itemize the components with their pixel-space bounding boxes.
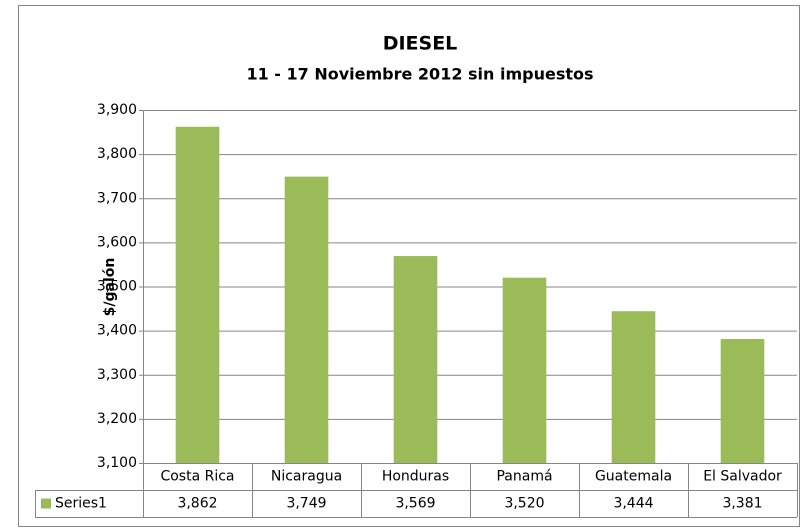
x-tick-label: Panamá	[496, 469, 552, 485]
data-table-value: 3,444	[613, 496, 653, 512]
legend-key	[41, 498, 51, 509]
legend-label: Series1	[55, 496, 107, 512]
x-tick-label: Nicaragua	[271, 469, 342, 485]
data-table-value: 3,381	[722, 496, 762, 512]
bar	[720, 339, 765, 463]
y-tick-label: 3,900	[97, 102, 137, 118]
x-tick-label: Guatemala	[595, 469, 672, 485]
x-tick-label: Costa Rica	[160, 469, 234, 485]
data-table-value: 3,862	[177, 496, 217, 512]
y-tick-label: 3,400	[97, 323, 137, 339]
y-axis-label: $/galón	[102, 258, 118, 317]
y-tick-label: 3,500	[97, 279, 137, 295]
y-tick-label: 3,300	[97, 367, 137, 383]
bar	[284, 176, 329, 463]
y-tick-label: 3,600	[97, 234, 137, 250]
data-table-value: 3,749	[286, 496, 326, 512]
bar	[175, 126, 220, 463]
bar	[393, 256, 438, 463]
y-tick-label: 3,200	[97, 411, 137, 427]
x-tick-label: El Salvador	[703, 469, 782, 485]
data-table-value: 3,569	[395, 496, 435, 512]
bar	[502, 277, 547, 463]
y-tick-label: 3,700	[97, 190, 137, 206]
y-tick-label: 3,100	[97, 455, 137, 471]
y-tick-label: 3,800	[97, 146, 137, 162]
bar	[611, 311, 656, 463]
x-tick-label: Honduras	[382, 469, 449, 485]
data-table-value: 3,520	[504, 496, 544, 512]
chart-title: DIESEL	[383, 33, 458, 55]
chart-subtitle: 11 - 17 Noviembre 2012 sin impuestos	[246, 65, 593, 84]
